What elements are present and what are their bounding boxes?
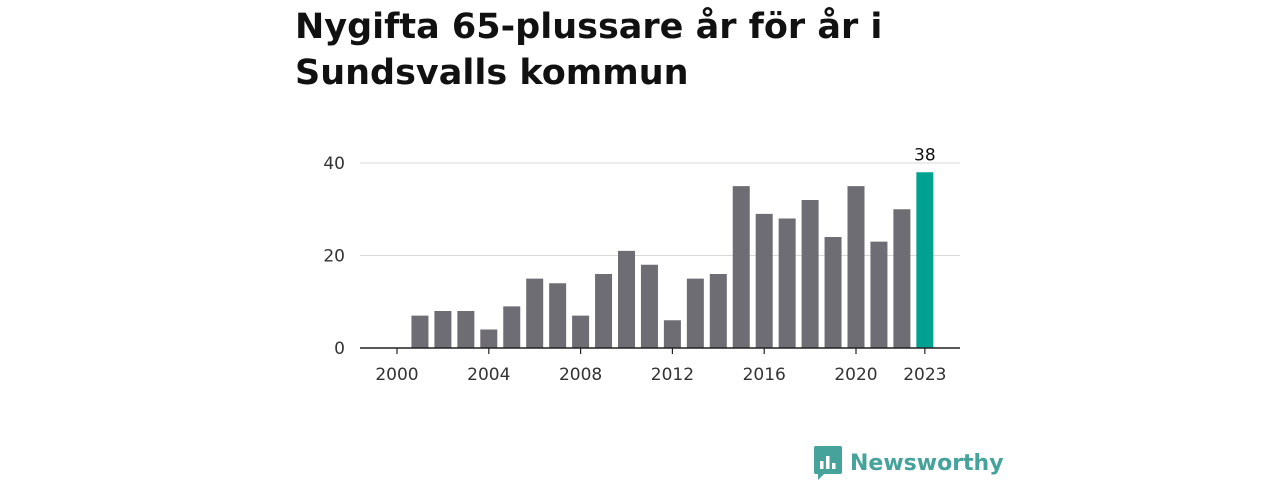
newsworthy-logo: Newsworthy	[814, 446, 1004, 480]
bar-2010	[618, 250, 635, 348]
x-tick-label: 2000	[375, 365, 418, 385]
x-tick-label: 2012	[651, 365, 694, 385]
bar-2009	[595, 274, 613, 348]
bar-2019	[824, 237, 842, 348]
bars	[411, 172, 934, 348]
bar-2002	[434, 311, 452, 348]
bar-2015	[732, 186, 750, 348]
bar-2017	[778, 218, 796, 348]
bar-chart-icon	[814, 446, 842, 480]
y-tick-label: 20	[323, 247, 345, 267]
bar-2008	[572, 315, 590, 348]
brand-name: Newsworthy	[850, 450, 1004, 476]
bar-2012	[663, 320, 681, 348]
bar-2013	[686, 278, 704, 348]
bar-2022	[893, 209, 911, 348]
bar-2003	[457, 311, 475, 348]
bar-2014	[709, 274, 727, 348]
bar-2023	[916, 172, 934, 348]
bar-2006	[526, 278, 544, 348]
x-tick-label: 2023	[903, 365, 946, 385]
y-tick-label: 0	[334, 339, 345, 359]
bar-2004	[480, 329, 498, 348]
bar-2021	[870, 241, 888, 348]
x-tick-label: 2020	[834, 365, 877, 385]
x-tick-label: 2016	[743, 365, 786, 385]
data-label-2023: 38	[914, 145, 936, 165]
bar-2020	[847, 186, 865, 348]
axes	[360, 347, 960, 354]
labels: 0 20 40 2000 2004 2008 2012 2016 2020 2023 38	[323, 145, 946, 385]
bar-2007	[549, 283, 567, 348]
x-tick-label: 2008	[559, 365, 602, 385]
chart-title: Nygifta 65-plussare år för år i Sundsval…	[295, 7, 883, 93]
bar-2005	[503, 306, 521, 348]
bar-2001	[411, 315, 429, 348]
gridlines	[360, 162, 960, 256]
bar-2018	[801, 200, 819, 348]
bar-2016	[755, 213, 773, 348]
y-tick-label: 40	[323, 154, 345, 174]
x-tick-label: 2004	[467, 365, 510, 385]
bar-2011	[640, 264, 658, 348]
